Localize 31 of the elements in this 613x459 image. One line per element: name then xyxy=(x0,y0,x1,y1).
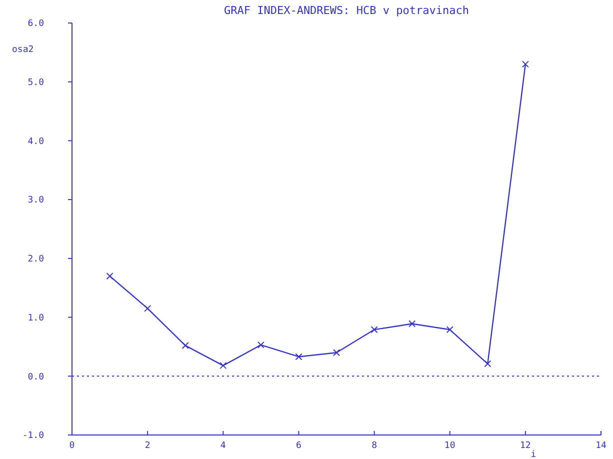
point xyxy=(446,326,454,334)
x-tick-label: 8 xyxy=(372,441,377,451)
point xyxy=(333,349,340,356)
y-tick-label: 5.0 xyxy=(28,78,44,88)
point xyxy=(220,362,227,370)
x-tick-label: 14 xyxy=(596,441,606,451)
point xyxy=(257,341,264,348)
point xyxy=(408,320,416,328)
x-axis-title: i xyxy=(530,450,536,459)
y-axis-title: osa2 xyxy=(12,45,34,55)
y-tick-label: 4.0 xyxy=(28,136,44,147)
y-tick-label: 1.0 xyxy=(28,313,44,324)
x-tick-label: 2 xyxy=(144,441,150,451)
point xyxy=(182,342,189,350)
point xyxy=(106,272,114,280)
point xyxy=(295,353,302,360)
point xyxy=(370,326,378,334)
x-tick-label: 6 xyxy=(296,441,302,451)
x-tick-label: 4 xyxy=(220,441,226,451)
x-tick-label: 10 xyxy=(444,441,456,451)
y-tick-label: 0.0 xyxy=(28,372,44,382)
y-tick-label: 2.0 xyxy=(28,254,44,265)
point xyxy=(522,60,529,68)
y-tick-label: 3.0 xyxy=(28,196,44,206)
y-tick-label: 6.0 xyxy=(28,19,44,30)
point xyxy=(144,304,152,312)
point xyxy=(484,360,492,368)
x-tick-label: 12 xyxy=(520,441,531,451)
y-tick-label: -1.0 xyxy=(22,431,44,442)
chart-title: GRAF INDEX-ANDREWS: HCB v potravinach xyxy=(224,4,470,17)
x-tick-label: 0 xyxy=(69,441,75,451)
